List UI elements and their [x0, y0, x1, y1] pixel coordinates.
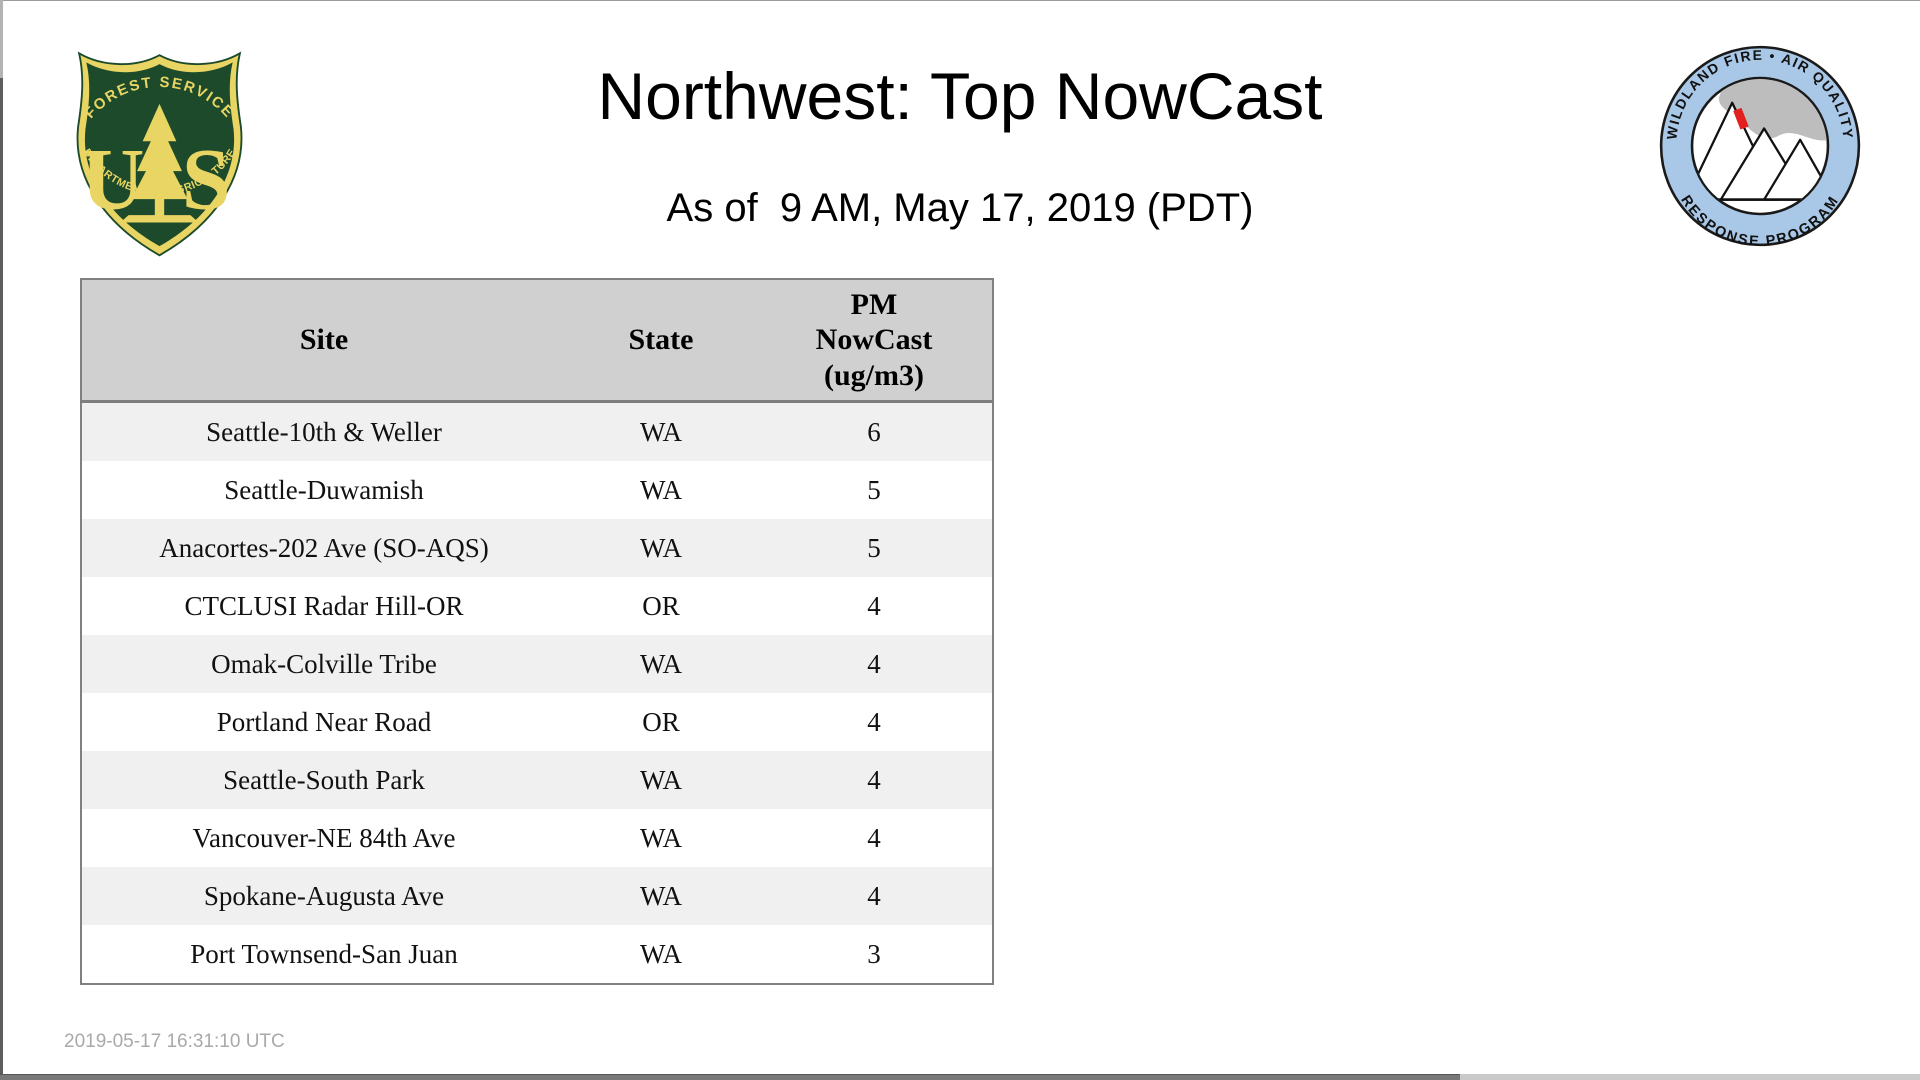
value-cell: 4: [867, 880, 881, 911]
fs-letter-u: U: [81, 132, 144, 229]
state-cell: WA: [640, 880, 682, 911]
horizontal-scrollbar-thumb[interactable]: [0, 1074, 1460, 1080]
left-scrollbar-track[interactable]: [0, 0, 3, 78]
state-cell: WA: [640, 648, 682, 679]
wfaqrp-badge-icon: WILDLAND FIRE • AIR QUALITY RESPONSE PRO…: [1659, 45, 1861, 250]
state-cell: WA: [640, 822, 682, 853]
table-row: Omak-Colville Tribe WA 4: [81, 635, 993, 693]
column-header-state: State: [566, 279, 756, 403]
value-cell: 5: [867, 532, 881, 563]
table-row: Seattle-10th & Weller WA 6: [81, 401, 993, 461]
table-row: Vancouver-NE 84th Ave WA 4: [81, 809, 993, 867]
generation-timestamp: 2019-05-17 16:31:10 UTC: [64, 1031, 285, 1052]
site-cell: Anacortes-202 Ave (SO-AQS): [159, 532, 489, 563]
site-cell: Port Townsend-San Juan: [190, 938, 458, 969]
table-row: Anacortes-202 Ave (SO-AQS) WA 5: [81, 519, 993, 577]
state-cell: WA: [640, 474, 682, 505]
state-cell: OR: [642, 706, 680, 737]
wfaqrp-logo: WILDLAND FIRE • AIR QUALITY RESPONSE PRO…: [1657, 43, 1863, 250]
site-cell: CTCLUSI Radar Hill-OR: [184, 590, 464, 621]
page-subtitle: As of 9 AM, May 17, 2019 (PDT): [666, 186, 1254, 230]
value-cell: 4: [867, 764, 881, 795]
table-row: Seattle-South Park WA 4: [81, 751, 993, 809]
site-cell: Seattle-Duwamish: [224, 474, 424, 505]
flame-mark-icon: [1733, 107, 1749, 130]
column-header-site: Site: [81, 279, 566, 403]
state-cell: WA: [640, 764, 682, 795]
state-cell: OR: [642, 590, 680, 621]
table-row: CTCLUSI Radar Hill-OR OR 4: [81, 577, 993, 635]
page-title: Northwest: Top NowCast: [597, 59, 1323, 133]
table-row: Portland Near Road OR 4: [81, 693, 993, 751]
fs-pine-tree-icon: [120, 103, 199, 223]
value-cell: 3: [867, 938, 881, 969]
table-row: Port Townsend-San Juan WA 3: [81, 925, 993, 984]
table-row: Spokane-Augusta Ave WA 4: [81, 867, 993, 925]
forest-service-shield-icon: FOREST SERVICE DEPARTMENT OF AGRICULTURE…: [76, 51, 243, 257]
site-cell: Portland Near Road: [216, 706, 432, 737]
nowcast-table: Site State PM NowCast (ug/m3) Seattle-10…: [80, 278, 994, 985]
value-cell: 6: [867, 416, 881, 447]
state-cell: WA: [640, 532, 682, 563]
site-cell: Spokane-Augusta Ave: [203, 880, 445, 911]
table-row: Seattle-Duwamish WA 5: [81, 461, 993, 519]
value-cell: 5: [867, 474, 881, 505]
table-header-row: Site State PM NowCast (ug/m3): [81, 279, 993, 403]
state-cell: WA: [640, 938, 682, 969]
left-scrollbar-thumb[interactable]: [0, 78, 3, 1074]
value-cell: 4: [867, 648, 881, 679]
value-cell: 4: [867, 822, 881, 853]
window-top-border: [0, 0, 1920, 1]
forest-service-logo: FOREST SERVICE DEPARTMENT OF AGRICULTURE…: [66, 44, 253, 259]
site-cell: Seattle-10th & Weller: [206, 416, 442, 447]
value-cell: 4: [867, 706, 881, 737]
state-cell: WA: [640, 416, 682, 447]
value-cell: 4: [867, 590, 881, 621]
site-cell: Omak-Colville Tribe: [211, 648, 437, 679]
column-header-pm-nowcast: PM NowCast (ug/m3): [756, 279, 993, 403]
site-cell: Vancouver-NE 84th Ave: [192, 822, 456, 853]
site-cell: Seattle-South Park: [223, 764, 425, 795]
fs-letter-s: S: [182, 132, 231, 229]
